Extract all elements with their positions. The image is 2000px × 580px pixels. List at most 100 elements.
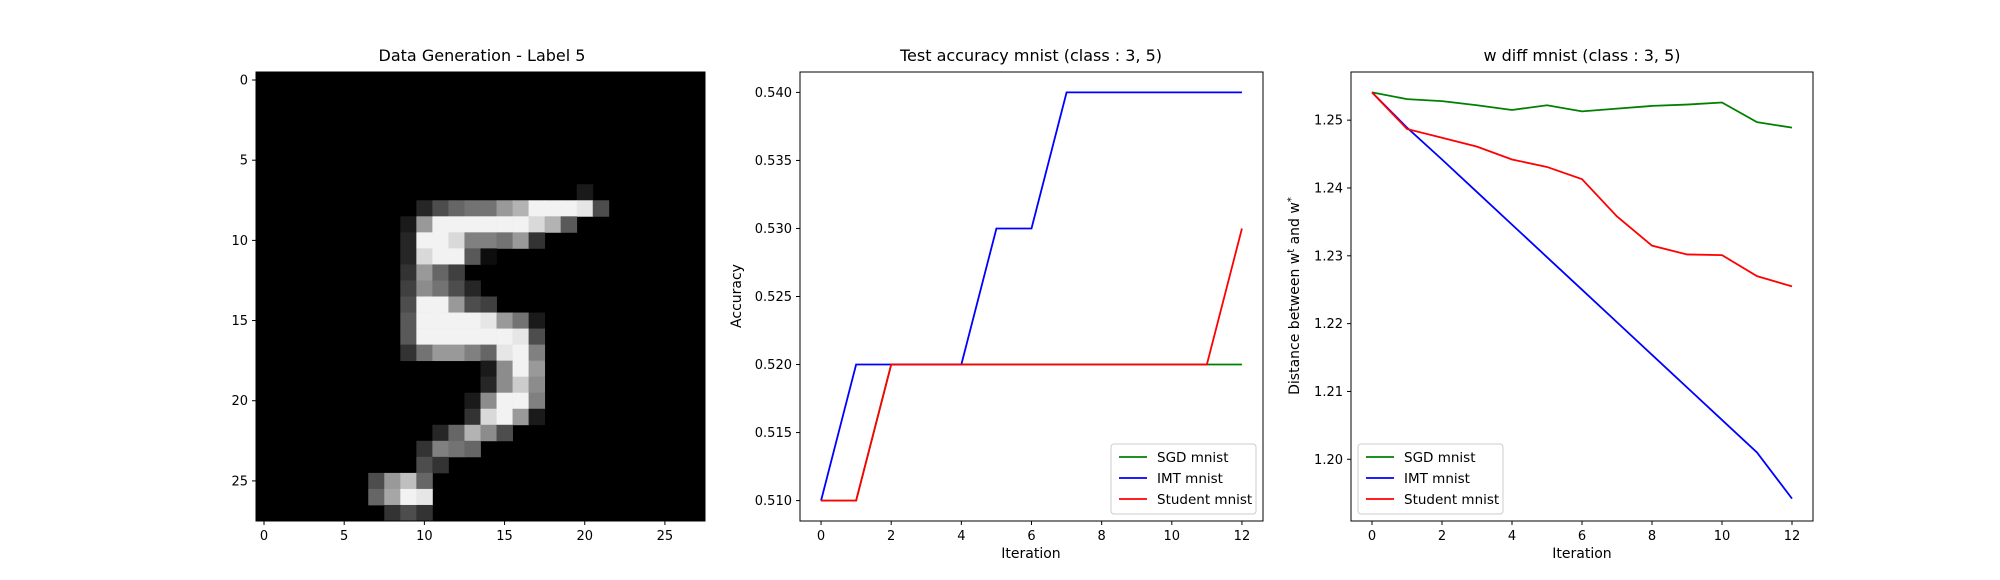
- image-pixel: [560, 216, 578, 233]
- accuracy-x-tick-label: 8: [1098, 529, 1106, 544]
- wdiff-ticks: 0 2 4 6 8 10 12 1.20 1.21 1.22 1.23 1.24 1.25: [1314, 114, 1800, 544]
- wdiff-x-tick-label: 8: [1648, 529, 1656, 544]
- image-pixel: [512, 360, 530, 378]
- image-pixel: [512, 392, 530, 410]
- image-pixel: [432, 200, 449, 217]
- wdiff-y-tick-label: 1.22: [1314, 317, 1343, 332]
- image-pixel: [416, 328, 433, 346]
- accuracy-y-tick-label: 0.535: [755, 154, 792, 169]
- digit-image: [255, 71, 706, 522]
- image-pixel: [480, 216, 497, 233]
- image-pixel: [528, 344, 546, 362]
- image-pixel: [448, 296, 465, 313]
- wdiff-x-tick-label: 4: [1508, 529, 1516, 544]
- image-pixel: [368, 488, 385, 506]
- image-pixel: [480, 312, 497, 329]
- image-pixel: [464, 424, 481, 442]
- accuracy-x-tick-label: 0: [817, 529, 825, 544]
- image-pixel: [464, 312, 481, 329]
- image-pixel: [496, 424, 513, 442]
- image-pixel: [496, 408, 513, 426]
- image-y-tick-label: 25: [231, 474, 248, 489]
- image-pixel: [528, 360, 546, 378]
- wdiff-lines: [1371, 91, 1793, 500]
- image-pixel: [560, 200, 578, 217]
- image-pixel: [416, 488, 433, 506]
- accuracy-y-tick-label: 0.510: [755, 494, 792, 509]
- image-pixel: [544, 216, 562, 233]
- image-pixel: [400, 312, 417, 329]
- image-y-tick-label: 20: [231, 394, 248, 409]
- accuracy-panel: Test accuracy mnist (class : 3, 5) 0 2 4 6 8…: [729, 46, 1264, 562]
- image-pixel: [528, 328, 546, 346]
- wdiff-y-label: Distance between wt and w*: [1286, 197, 1304, 395]
- image-frame: [255, 71, 706, 522]
- accuracy-x-label: Iteration: [1001, 546, 1060, 562]
- image-pixel: [416, 248, 433, 265]
- image-x-tick-label: 10: [416, 529, 433, 544]
- image-pixel: [416, 440, 433, 458]
- image-pixel: [480, 408, 497, 426]
- image-pixel: [480, 296, 497, 313]
- wdiff-y-tick-label: 1.24: [1314, 181, 1343, 196]
- accuracy-y-label: Accuracy: [729, 264, 745, 328]
- accuracy-ticks: 0 2 4 6 8 10 12 0.510 0.515 0.520 0.525 0.530 0.535 0…: [755, 86, 1250, 544]
- wdiff-title: w diff mnist (class : 3, 5): [1483, 46, 1680, 65]
- image-pixel: [384, 504, 401, 522]
- image-pixel: [480, 328, 497, 346]
- image-pixel: [464, 280, 481, 297]
- series-line-sgd-mnist: [1371, 91, 1793, 129]
- accuracy-y-tick-label: 0.520: [755, 358, 792, 373]
- image-pixel: [400, 280, 417, 297]
- image-pixel: [432, 456, 449, 474]
- image-pixel: [448, 280, 465, 297]
- image-y-tick-label: 5: [240, 154, 248, 169]
- image-pixel: [480, 200, 497, 217]
- image-pixel: [384, 488, 401, 506]
- wdiff-y-tick-label: 1.21: [1314, 385, 1343, 400]
- image-pixel: [480, 424, 497, 442]
- image-pixel: [496, 328, 513, 346]
- image-pixel: [464, 328, 481, 346]
- image-pixel: [432, 424, 449, 442]
- image-pixel: [464, 440, 481, 458]
- image-pixel: [528, 216, 546, 233]
- image-pixel: [496, 360, 513, 378]
- image-pixel: [400, 472, 417, 490]
- wdiff-x-tick-label: 6: [1578, 529, 1586, 544]
- image-panel: Data Generation - Label 5 0 5 10 15 20 25 0 5 1…: [231, 46, 706, 544]
- image-pixel: [496, 200, 513, 217]
- wdiff-x-tick-label: 12: [1784, 529, 1801, 544]
- accuracy-y-tick-label: 0.515: [755, 426, 792, 441]
- accuracy-legend: SGD mnist IMT mnist Student mnist: [1110, 443, 1257, 515]
- image-pixel: [432, 248, 449, 265]
- image-pixel: [576, 184, 594, 201]
- image-pixel: [464, 216, 481, 233]
- accuracy-legend-label: SGD mnist: [1157, 450, 1229, 466]
- wdiff-legend: SGD mnist IMT mnist Student mnist: [1357, 443, 1504, 515]
- image-pixel: [416, 232, 433, 249]
- image-pixel: [400, 488, 417, 506]
- wdiff-plot-frame: [1350, 71, 1814, 522]
- accuracy-y-tick-label: 0.540: [755, 86, 792, 101]
- accuracy-x-tick-label: 12: [1234, 529, 1251, 544]
- wdiff-legend-label: SGD mnist: [1404, 450, 1476, 466]
- image-pixel: [432, 232, 449, 249]
- image-pixel: [480, 344, 497, 362]
- accuracy-legend-label: Student mnist: [1157, 492, 1252, 508]
- wdiff-legend-box: [1357, 443, 1504, 515]
- image-pixel: [496, 344, 513, 362]
- accuracy-legend-label: IMT mnist: [1157, 471, 1223, 487]
- image-pixel: [496, 392, 513, 410]
- image-pixel: [448, 216, 465, 233]
- image-pixel: [432, 296, 449, 313]
- image-pixel: [512, 200, 530, 217]
- image-pixel: [464, 344, 481, 362]
- image-pixel: [400, 232, 417, 249]
- image-x-tick-label: 20: [576, 529, 593, 544]
- image-pixel: [496, 216, 513, 233]
- series-line-imt-mnist: [1371, 91, 1793, 500]
- accuracy-title: Test accuracy mnist (class : 3, 5): [899, 46, 1162, 65]
- image-pixel: [480, 248, 497, 265]
- image-pixel: [496, 312, 513, 329]
